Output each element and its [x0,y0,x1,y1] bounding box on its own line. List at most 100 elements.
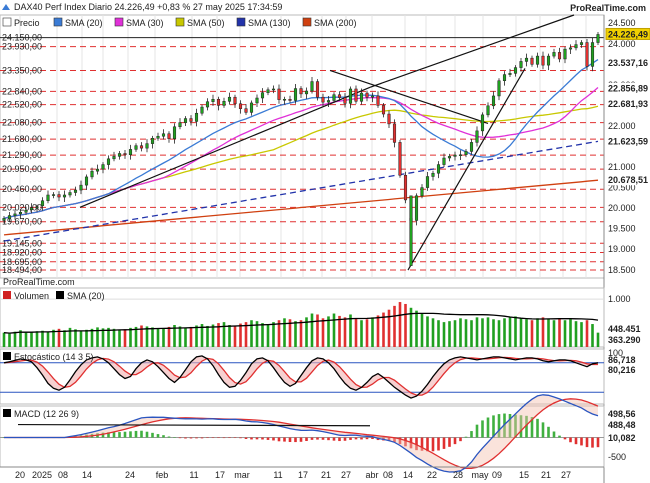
candle-body[interactable] [453,154,457,157]
volume-bar[interactable] [96,327,99,347]
candle-body[interactable] [579,42,584,45]
candle-body[interactable] [425,176,430,188]
volume-bar[interactable] [41,330,44,347]
macd-histogram-bar[interactable] [288,437,292,443]
candle-body[interactable] [480,114,485,132]
macd-histogram-bar[interactable] [112,432,116,438]
macd-histogram-bar[interactable] [354,437,358,440]
volume-bar[interactable] [277,320,281,347]
candle-body[interactable] [156,135,160,139]
volume-bar[interactable] [294,321,297,347]
candle-body[interactable] [508,73,512,75]
candle-body[interactable] [277,88,281,100]
volume-bar[interactable] [123,329,127,347]
macd-histogram-bar[interactable] [437,437,440,451]
macd-histogram-bar[interactable] [574,437,578,445]
candle-body[interactable] [381,105,386,115]
macd-histogram-bar[interactable] [365,437,369,440]
volume-bar[interactable] [90,328,94,347]
candle-body[interactable] [568,47,573,50]
macd-histogram-bar[interactable] [228,437,231,439]
macd-histogram-bar[interactable] [310,437,314,440]
candle-body[interactable] [101,164,105,170]
macd-histogram-bar[interactable] [393,437,396,443]
volume-bar[interactable] [211,324,215,347]
candle-body[interactable] [200,106,204,114]
macd-histogram-bar[interactable] [321,437,325,440]
candle-body[interactable] [227,96,232,102]
volume-bar[interactable] [217,323,220,347]
volume-bar[interactable] [475,317,479,347]
macd-histogram-bar[interactable] [470,431,473,438]
macd-histogram-bar[interactable] [316,437,319,440]
candle-body[interactable] [112,156,116,160]
volume-bar[interactable] [305,317,308,347]
candle-body[interactable] [299,88,303,95]
volume-bar[interactable] [398,302,402,347]
volume-bar[interactable] [360,320,363,347]
volume-bar[interactable] [514,316,517,347]
candle-body[interactable] [348,88,353,104]
volume-bar[interactable] [162,328,165,347]
macd-histogram-bar[interactable] [272,437,275,441]
candle-body[interactable] [546,55,551,66]
macd-histogram-bar[interactable] [415,437,418,451]
candle-body[interactable] [376,95,380,106]
volume-bar[interactable] [52,329,55,347]
candle-body[interactable] [392,123,397,143]
macd-histogram-bar[interactable] [475,424,479,438]
volume-bar[interactable] [442,322,446,347]
candle-body[interactable] [244,108,248,113]
candle-body[interactable] [128,149,133,155]
volume-bar[interactable] [85,329,88,347]
candle-body[interactable] [167,133,171,139]
candle-body[interactable] [491,95,496,107]
candle-body[interactable] [365,92,369,98]
volume-bar[interactable] [129,327,132,347]
candle-body[interactable] [321,96,325,103]
candle-body[interactable] [73,189,78,193]
candle-body[interactable] [326,100,331,103]
macd-histogram-bar[interactable] [244,437,248,439]
volume-bar[interactable] [596,332,600,347]
volume-bar[interactable] [30,332,33,347]
candle-body[interactable] [233,96,237,105]
volume-bar[interactable] [365,319,369,347]
macd-histogram-bar[interactable] [442,437,446,449]
volume-bar[interactable] [431,318,435,347]
volume-bar[interactable] [140,325,143,347]
candle-body[interactable] [183,118,188,123]
volume-bar[interactable] [74,329,77,347]
candle-body[interactable] [24,209,28,213]
volume-bar[interactable] [8,333,11,347]
volume-bar[interactable] [167,326,171,347]
macd-histogram-bar[interactable] [541,422,545,438]
volume-bar[interactable] [420,313,424,347]
macd-histogram-bar[interactable] [536,418,539,438]
macd-histogram-bar[interactable] [585,437,589,448]
volume-bar[interactable] [156,328,160,347]
volume-bar[interactable] [310,313,314,347]
candle-body[interactable] [194,112,199,122]
candle-body[interactable] [260,92,265,99]
macd-histogram-bar[interactable] [448,437,451,447]
macd-histogram-bar[interactable] [200,437,204,439]
macd-histogram-bar[interactable] [453,437,457,445]
macd-histogram-bar[interactable] [145,431,149,438]
macd-histogram-bar[interactable] [283,437,286,442]
candle-body[interactable] [541,55,545,66]
macd-histogram-bar[interactable] [134,430,138,438]
candle-body[interactable] [288,98,292,101]
volume-bar[interactable] [68,327,72,347]
candle-body[interactable] [134,145,138,150]
candle-body[interactable] [2,218,6,221]
macd-histogram-bar[interactable] [211,437,215,439]
macd-histogram-bar[interactable] [101,432,105,438]
candle-body[interactable] [84,176,89,186]
volume-bar[interactable] [382,312,385,347]
volume-bar[interactable] [497,320,501,347]
volume-bar[interactable] [387,309,391,347]
candle-body[interactable] [205,101,210,108]
candle-body[interactable] [596,34,600,43]
candle-body[interactable] [414,195,419,221]
